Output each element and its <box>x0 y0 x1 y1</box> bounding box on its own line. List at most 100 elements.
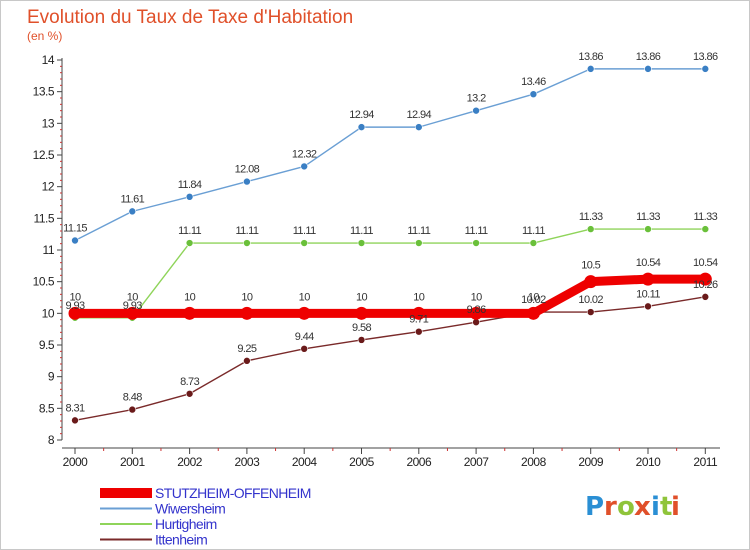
data-label-wiwersheim: 11.61 <box>120 193 144 205</box>
data-label-hurtigheim: 9.93 <box>123 300 142 312</box>
logo-letter: i <box>671 492 680 522</box>
data-label-stutzheim-offenheim: 10.5 <box>581 260 600 272</box>
data-label-wiwersheim: 12.08 <box>235 164 260 176</box>
data-label-hurtigheim: 11.11 <box>522 225 545 237</box>
y-tick-label: 9 <box>48 370 55 384</box>
data-point-wiwersheim <box>71 236 79 245</box>
data-label-hurtigheim: 11.11 <box>235 225 258 237</box>
logo-letter: t <box>660 492 672 522</box>
data-point-wiwersheim <box>357 123 366 131</box>
data-label-stutzheim-offenheim: 10 <box>127 291 139 303</box>
y-tick-label: 12.5 <box>33 148 55 162</box>
data-label-stutzheim-offenheim: 10 <box>184 291 196 303</box>
data-label-ittenheim: 9.44 <box>295 331 314 343</box>
data-label-stutzheim-offenheim: 10.54 <box>693 257 718 269</box>
data-label-hurtigheim: 11.11 <box>178 225 201 237</box>
series-line-ittenheim <box>74 296 706 422</box>
data-point-ittenheim <box>243 357 251 365</box>
data-label-wiwersheim: 12.32 <box>292 148 317 160</box>
series-line-wiwersheim <box>74 68 706 242</box>
logo-letter: i <box>651 492 660 522</box>
data-point-stutzheim-offenheim <box>240 306 254 320</box>
y-tick-label: 8 <box>48 433 55 447</box>
data-label-ittenheim: 10.26 <box>693 279 718 291</box>
data-label-ittenheim: 9.58 <box>352 322 371 334</box>
data-point-stutzheim-offenheim <box>412 306 426 320</box>
data-label-stutzheim-offenheim: 10 <box>471 291 483 303</box>
y-tick-label: 12 <box>42 180 55 194</box>
data-point-stutzheim-offenheim <box>355 306 368 320</box>
logo-letter: r <box>604 492 617 522</box>
data-point-wiwersheim <box>472 106 480 115</box>
legend: STUTZHEIM-OFFENHEIMWiwersheimHurtigheimI… <box>100 485 311 548</box>
y-tick-label: 10 <box>42 306 55 320</box>
legend-label-wiwersheim: Wiwersheim <box>155 501 225 517</box>
y-tick-label: 13 <box>42 116 55 130</box>
data-label-hurtigheim: 11.11 <box>465 225 488 237</box>
data-label-wiwersheim: 13.2 <box>467 93 486 105</box>
y-tick-label: 13.5 <box>33 85 55 99</box>
data-label-ittenheim: 9.86 <box>467 304 486 316</box>
data-point-ittenheim <box>644 302 652 311</box>
data-label-hurtigheim: 11.11 <box>350 225 373 237</box>
data-point-ittenheim <box>357 336 366 344</box>
data-label-ittenheim: 9.71 <box>409 314 428 326</box>
data-label-hurtigheim: 11.11 <box>407 225 430 237</box>
x-tick-label: 2007 <box>464 455 490 469</box>
data-point-ittenheim <box>701 293 710 301</box>
data-point-wiwersheim <box>300 162 309 171</box>
y-tick-label: 9.5 <box>39 338 55 352</box>
data-point-hurtigheim <box>185 239 194 247</box>
data-point-hurtigheim <box>414 239 423 247</box>
x-tick-label: 2009 <box>578 455 604 469</box>
data-label-wiwersheim: 12.94 <box>349 109 374 121</box>
data-point-stutzheim-offenheim <box>183 306 197 320</box>
data-label-stutzheim-offenheim: 10.54 <box>636 257 661 269</box>
data-label-ittenheim: 10.02 <box>521 294 546 306</box>
data-label-hurtigheim: 11.33 <box>579 211 603 223</box>
x-tick-label: 2011 <box>693 455 718 469</box>
x-tick-label: 2010 <box>636 455 662 469</box>
logo-letter: o <box>617 492 635 522</box>
logo-letter: P <box>585 492 604 522</box>
data-point-hurtigheim <box>644 225 652 233</box>
data-point-wiwersheim <box>586 65 595 73</box>
data-label-wiwersheim: 11.15 <box>63 223 87 235</box>
y-tick-label: 10.5 <box>33 275 55 289</box>
data-point-wiwersheim <box>414 123 423 131</box>
data-point-wiwersheim <box>529 90 538 98</box>
data-point-hurtigheim <box>472 239 480 247</box>
data-point-stutzheim-offenheim <box>125 306 139 320</box>
data-point-hurtigheim <box>300 239 309 247</box>
data-label-stutzheim-offenheim: 10 <box>356 291 368 303</box>
series-line-stutzheim-offenheim <box>70 274 710 318</box>
data-point-stutzheim-offenheim <box>297 306 311 320</box>
data-label-ittenheim: 8.73 <box>180 376 199 388</box>
data-label-wiwersheim: 13.46 <box>521 76 546 88</box>
logo-letter: x <box>634 492 651 522</box>
x-tick-label: 2003 <box>235 455 261 469</box>
x-tick-label: 2005 <box>349 455 375 469</box>
x-tick-label: 2000 <box>63 455 89 469</box>
y-tick-label: 14 <box>42 53 55 67</box>
data-point-stutzheim-offenheim <box>698 272 712 286</box>
x-tick-label: 2001 <box>120 455 146 469</box>
chart-subtitle: (en %) <box>27 29 62 43</box>
legend-label-ittenheim: Ittenheim <box>155 532 207 548</box>
data-point-ittenheim <box>300 344 309 353</box>
data-label-ittenheim: 10.02 <box>578 294 603 306</box>
data-label-ittenheim: 8.31 <box>65 402 84 414</box>
data-point-ittenheim <box>414 327 423 336</box>
series-line-hurtigheim <box>74 228 706 319</box>
x-tick-label: 2006 <box>406 455 432 469</box>
data-point-hurtigheim <box>586 225 595 233</box>
data-label-stutzheim-offenheim: 10 <box>413 291 425 303</box>
y-tick-label: 11 <box>43 243 55 257</box>
data-point-wiwersheim <box>243 177 251 186</box>
data-point-stutzheim-offenheim <box>68 306 82 320</box>
data-label-stutzheim-offenheim: 10 <box>69 291 81 303</box>
legend-label-hurtigheim: Hurtigheim <box>155 516 217 532</box>
